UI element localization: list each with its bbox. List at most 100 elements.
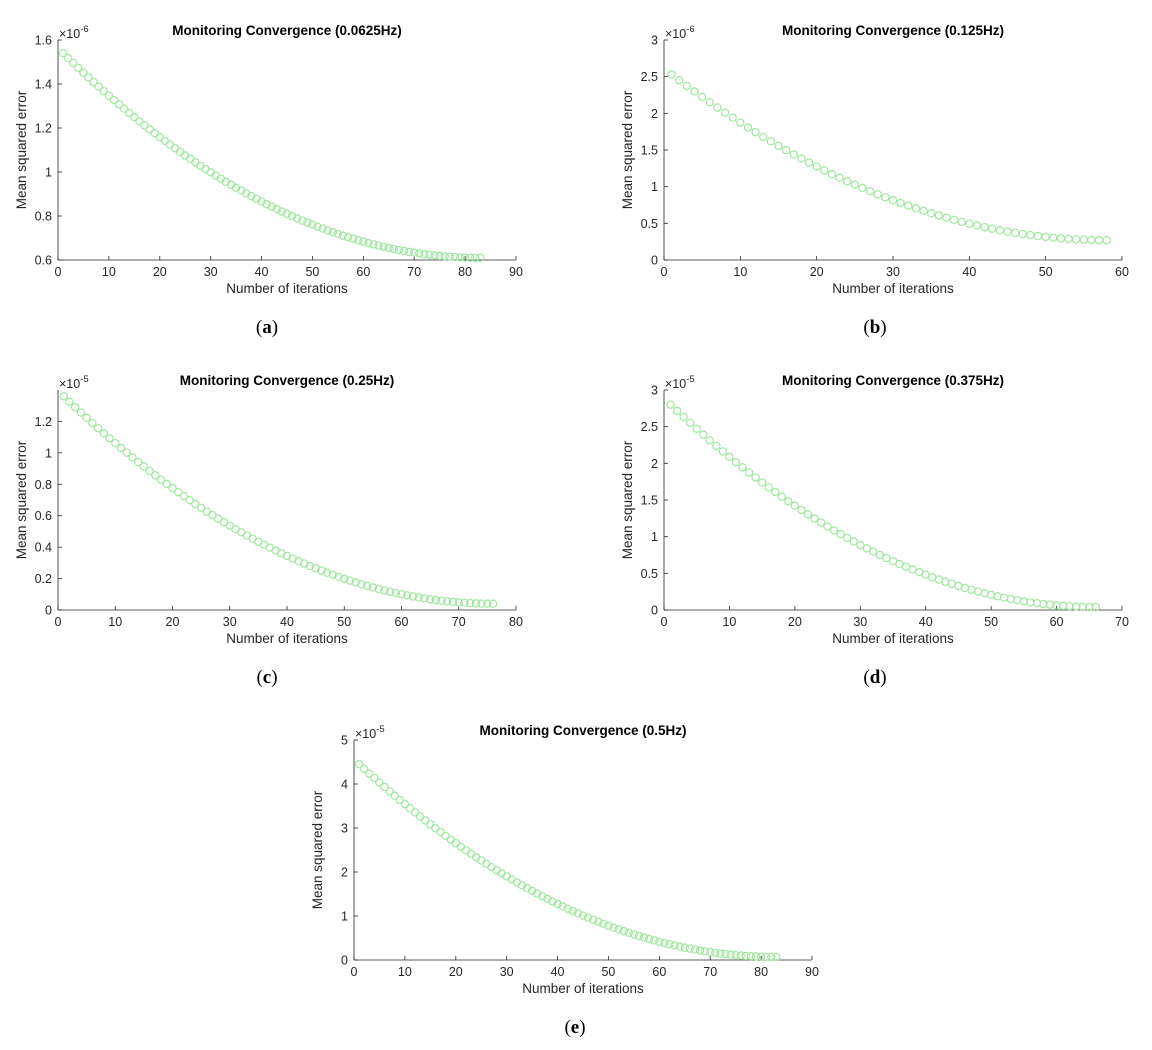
data-point	[133, 457, 143, 467]
data-point	[759, 132, 768, 142]
data-point	[675, 942, 684, 951]
y-tick-label: 1.4	[35, 78, 52, 92]
x-tick-label: 60	[1050, 615, 1064, 629]
data-point	[823, 522, 832, 531]
data-point	[488, 599, 498, 608]
data-point	[471, 253, 480, 262]
y-exponent-power: -6	[686, 24, 694, 35]
x-tick-label: 60	[356, 265, 370, 279]
data-point	[374, 241, 383, 250]
x-tick-label: 50	[984, 615, 998, 629]
x-tick-label: 40	[280, 615, 294, 629]
x-axis-label: Number of iterations	[226, 631, 348, 646]
data-point	[1010, 228, 1020, 238]
data-point	[629, 930, 639, 939]
data-point	[919, 206, 928, 216]
data-point	[94, 82, 103, 91]
data-point	[79, 68, 88, 77]
data-point	[323, 226, 332, 235]
data-point	[397, 590, 406, 599]
data-point	[706, 947, 715, 957]
data-point	[869, 547, 878, 556]
y-exponent-label: ×10-5	[59, 374, 89, 391]
x-tick-label: 30	[223, 615, 237, 629]
data-point	[614, 925, 623, 934]
data-point	[827, 169, 837, 179]
data-point	[333, 229, 343, 239]
data-point	[700, 947, 710, 956]
data-point	[820, 166, 829, 175]
data-point	[781, 146, 791, 155]
data-point	[1071, 602, 1081, 611]
x-tick-label: 10	[102, 265, 116, 279]
x-tick-label: 0	[351, 965, 358, 979]
y-tick-label: 1.2	[35, 122, 52, 136]
data-point	[751, 473, 760, 482]
data-point	[790, 501, 800, 510]
data-point	[69, 58, 78, 68]
data-point	[843, 177, 852, 186]
data-point	[359, 764, 369, 774]
data-point	[797, 154, 806, 163]
y-exponent-power: -5	[686, 374, 694, 385]
data-point	[460, 598, 469, 607]
x-tick-label: 30	[853, 615, 867, 629]
data-point	[731, 950, 740, 960]
y-axis-label: Mean squared error	[620, 440, 635, 559]
x-tick-label: 30	[204, 265, 218, 279]
data-point	[849, 537, 858, 546]
y-tick-label: 1.5	[641, 144, 658, 158]
data-point	[553, 899, 562, 909]
y-tick-label: 0.5	[641, 217, 658, 231]
data-point	[675, 76, 684, 85]
y-exponent-power: -5	[376, 724, 384, 735]
data-point	[408, 592, 418, 601]
data-point	[533, 889, 542, 898]
data-point	[354, 760, 364, 769]
data-point	[736, 118, 745, 127]
data-point	[380, 782, 389, 792]
data-point	[679, 412, 688, 422]
data-point	[934, 211, 944, 220]
data-point	[168, 483, 177, 493]
x-axis-label: Number of iterations	[832, 281, 954, 296]
data-point	[797, 505, 806, 515]
data-point	[351, 578, 360, 587]
data-point	[414, 593, 423, 602]
data-point	[1026, 230, 1035, 240]
data-point	[1064, 234, 1073, 244]
data-point	[415, 249, 424, 258]
x-tick-label: 10	[108, 615, 122, 629]
data-point	[436, 827, 445, 837]
y-tick-label: 3	[341, 822, 348, 836]
data-point	[1052, 601, 1061, 610]
data-point	[1033, 231, 1043, 241]
caption-paren: )	[272, 317, 278, 338]
panel-caption: (c)	[256, 667, 277, 688]
data-point	[365, 769, 374, 778]
caption-letter: d	[870, 667, 881, 688]
data-point	[385, 587, 395, 596]
x-tick-label: 80	[754, 965, 768, 979]
y-tick-label: 1.2	[35, 415, 52, 429]
y-tick-label: 0	[45, 604, 52, 618]
data-point	[156, 475, 166, 484]
x-tick-label: 20	[153, 265, 167, 279]
y-axis-label: Mean squared error	[14, 440, 29, 559]
data-point	[836, 530, 845, 539]
data-point	[731, 457, 741, 467]
data-point	[82, 413, 91, 423]
data-point	[718, 447, 728, 456]
data-point	[558, 902, 567, 911]
y-tick-label: 0.5	[641, 567, 658, 581]
chart-panel-c: 0 10 20 30 40 50 60 70 80 0 0.2 0.4 0.6 0.8 1 1.2 ×10-5 M…	[14, 373, 523, 688]
data-point	[135, 117, 144, 126]
data-point	[400, 799, 410, 809]
data-point	[599, 919, 608, 928]
x-tick-label: 10	[722, 615, 736, 629]
data-point	[262, 199, 271, 209]
y-tick-label: 0.8	[35, 210, 52, 224]
caption-paren: )	[880, 667, 886, 688]
data-point	[202, 507, 212, 516]
